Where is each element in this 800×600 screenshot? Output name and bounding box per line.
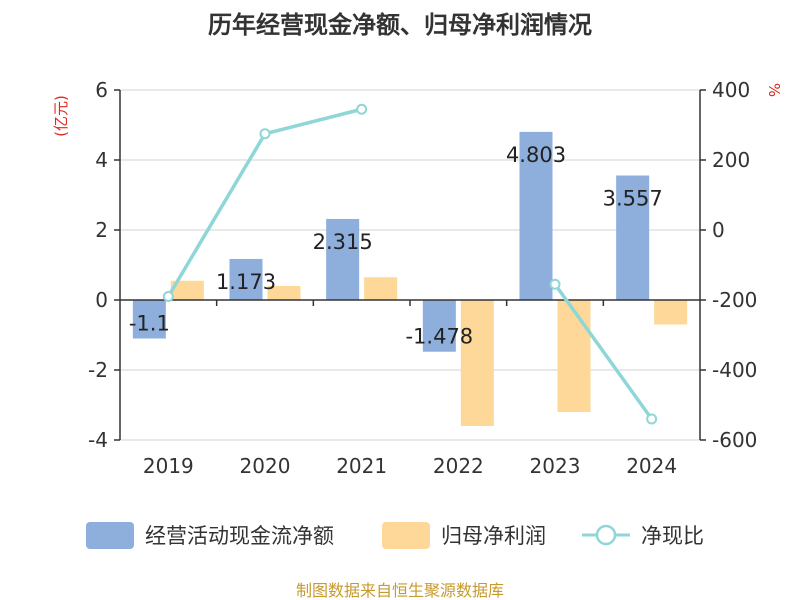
net-cash-ratio-point [259, 128, 271, 140]
left-axis-tick-label: 6 [95, 78, 108, 102]
operating-cashflow-label: -1.478 [405, 325, 473, 349]
legend-swatch-operating-cashflow [86, 522, 134, 549]
right-axis-tick-label: -600 [712, 428, 757, 452]
right-axis-tick-label: 200 [712, 148, 750, 172]
axes: -4 -2 0 2 4 6 -600 -400 -200 0 200 400 2019 2020 2021 2… [88, 78, 757, 478]
net-cash-ratio-point [549, 278, 561, 290]
right-axis-tick-label: 400 [712, 78, 750, 102]
left-axis-tick-label: -2 [88, 358, 108, 382]
operating-cashflow-bar [132, 300, 166, 339]
left-axis-tick-label: -4 [88, 428, 108, 452]
net-profit-bar [557, 300, 591, 412]
left-axis-tick-label: 2 [95, 218, 108, 242]
x-axis-tick-label: 2024 [626, 454, 677, 478]
operating-cashflow-bar [519, 131, 553, 300]
legend[interactable]: 经营活动现金流净额 归母净利润 净现比 [86, 522, 704, 549]
net-cash-ratio-point [162, 291, 174, 302]
operating-cashflow-label: 4.803 [506, 143, 566, 167]
left-axis-unit: (亿元) [52, 95, 70, 137]
operating-cashflow-bar [229, 258, 263, 300]
bars [132, 131, 688, 426]
operating-cashflow-label: 1.173 [216, 270, 276, 294]
operating-cashflow-label: 3.557 [603, 187, 663, 211]
grid [120, 89, 700, 441]
legend-label-net-profit: 归母净利润 [441, 524, 546, 548]
net-cash-ratio-segment [553, 283, 654, 421]
data-source-footer: 制图数据来自恒生聚源数据库 [296, 581, 504, 600]
right-axis-tick-label: -400 [712, 358, 757, 382]
net-profit-bar [170, 280, 204, 300]
operating-cashflow-bar [616, 175, 650, 300]
legend-swatch-net-profit [382, 522, 430, 549]
right-axis-tick-label: -200 [712, 288, 757, 312]
operating-cashflow-bar [326, 218, 360, 300]
net-profit-bar [460, 300, 494, 426]
x-axis-tick-label: 2019 [143, 454, 194, 478]
net-cash-ratio-line [162, 103, 658, 425]
chart-title: 历年经营现金净额、归母净利润情况 [208, 11, 592, 39]
x-axis-tick-label: 2020 [240, 454, 291, 478]
net-profit-bar [364, 277, 398, 300]
net-profit-bar [654, 300, 688, 325]
net-cash-ratio-point [356, 103, 368, 115]
operating-cashflow-label: -1.1 [129, 312, 170, 336]
legend-label-net-cash-ratio: 净现比 [641, 524, 704, 548]
left-axis-tick-label: 4 [95, 148, 108, 172]
legend-label-operating-cashflow: 经营活动现金流净额 [145, 524, 334, 548]
operating-cashflow-bar [422, 300, 456, 352]
right-axis-tick-label: 0 [712, 218, 725, 242]
net-cash-ratio-point [646, 413, 658, 425]
net-profit-bar [267, 286, 301, 300]
data-labels: -1.1 1.173 2.315 -1.478 4.803 3.557 [129, 143, 663, 349]
x-axis-tick-label: 2021 [336, 454, 387, 478]
legend-marker-net-cash-ratio [595, 524, 617, 546]
right-axis-unit: % [765, 83, 783, 97]
operating-cashflow-label: 2.315 [313, 230, 373, 254]
x-axis-tick-label: 2022 [433, 454, 484, 478]
x-axis-tick-label: 2023 [530, 454, 581, 478]
left-axis-tick-label: 0 [95, 288, 108, 312]
